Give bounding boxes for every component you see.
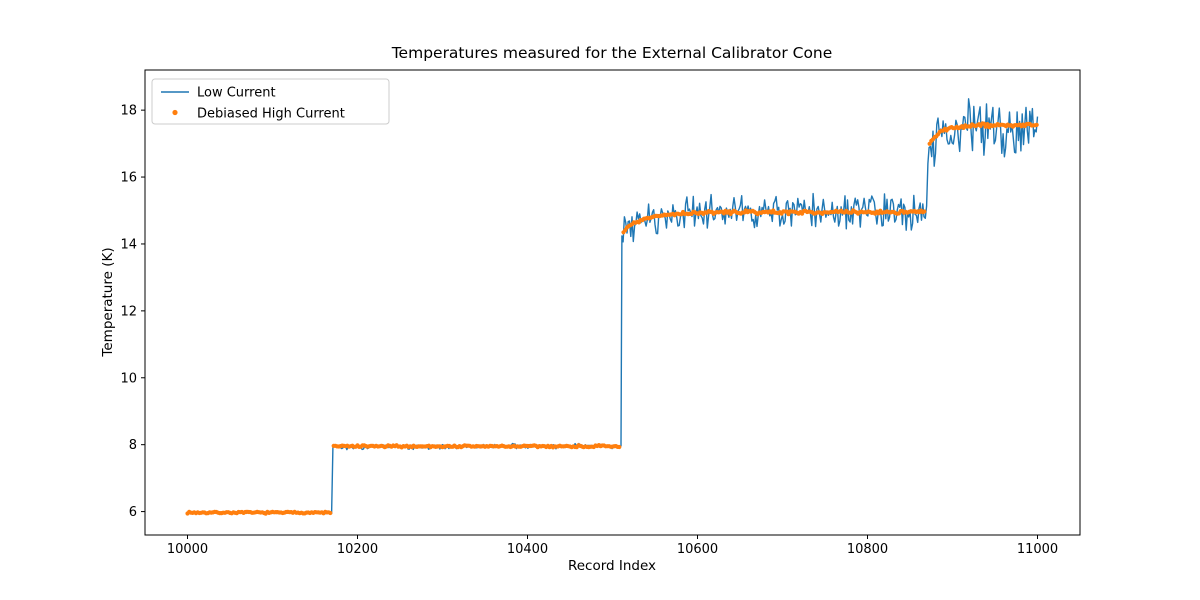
y-tick-label: 16 [120, 171, 137, 186]
legend: Low Current Debiased High Current [151, 78, 390, 125]
y-tick-label: 10 [120, 371, 137, 386]
x-tick-label: 10000 [167, 542, 208, 557]
y-tick-label: 18 [120, 104, 137, 119]
y-tick-label: 8 [129, 438, 137, 453]
y-tick-label: 6 [129, 505, 137, 520]
x-tick-label: 10200 [337, 542, 378, 557]
legend-dot-swatch [172, 109, 178, 116]
legend-box [151, 78, 390, 125]
legend-label-debiased-high-current: Debiased High Current [197, 107, 345, 122]
plot-area [144, 69, 1081, 536]
y-tick-label: 14 [120, 237, 137, 252]
series-debiased-high-current-dots [185, 121, 1039, 516]
y-axis-ticks: 6 8 10 12 14 16 18 [120, 104, 145, 520]
x-axis-label: Record Index [568, 558, 656, 574]
series-low-current-line [187, 98, 1039, 515]
y-axis-label: Temperature (K) [100, 247, 116, 357]
x-tick-label: 11000 [1017, 542, 1058, 557]
series-layer [185, 98, 1039, 516]
x-tick-label: 10400 [507, 542, 548, 557]
chart-title: Temperatures measured for the External C… [391, 44, 833, 62]
x-tick-label: 10600 [677, 542, 718, 557]
x-tick-label: 10800 [847, 542, 888, 557]
legend-label-low-current: Low Current [197, 86, 276, 101]
y-tick-label: 12 [120, 304, 137, 319]
x-axis-ticks: 10000 10200 10400 10600 10800 11000 [167, 535, 1058, 557]
